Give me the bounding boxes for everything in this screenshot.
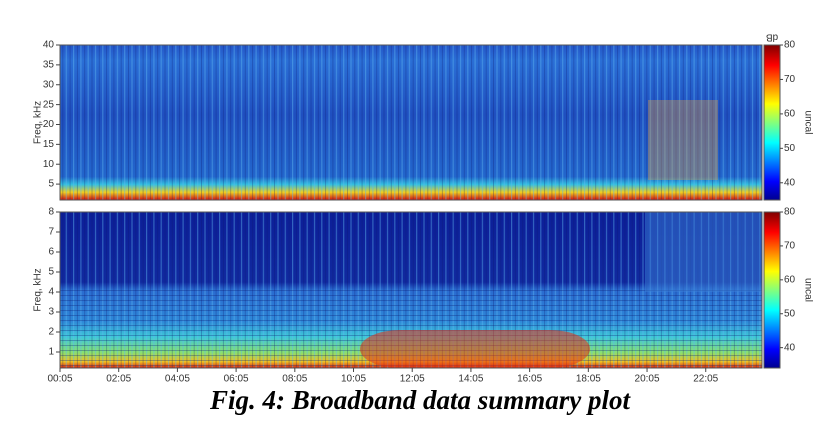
y-tick-label: 25 [43,99,55,110]
x-tick-label: 06:05 [224,374,249,385]
y-tick-label: 30 [43,79,55,90]
y-tick-label: 40 [43,40,55,51]
colorbar-label: uncal [802,111,813,135]
colorbar-tick-label: 50 [784,143,796,154]
spectrogram-burst [360,330,590,368]
x-tick-label: 22:05 [693,374,718,385]
y-tick-label: 15 [43,139,55,150]
caption: Fig. 4: Broadband data summary plot [209,385,632,415]
y-tick-label: 6 [48,247,54,258]
colorbar-tick-label: 40 [784,177,796,188]
x-tick-label: 00:05 [47,374,72,385]
y-tick-label: 3 [48,307,54,318]
y-tick-label: 5 [48,267,54,278]
colorbar-label: uncal [802,278,813,302]
x-tick-label: 18:05 [576,374,601,385]
colorbar-tick-label: 60 [784,274,796,285]
colorbar-tick-label: 50 [784,308,796,319]
x-tick-label: 20:05 [635,374,660,385]
x-tick-label: 12:05 [400,374,425,385]
y-axis-label: Freq, kHz [33,101,44,144]
y-tick-label: 35 [43,60,55,71]
y-tick-label: 7 [48,227,54,238]
x-tick-label: 10:05 [341,374,366,385]
colorbar-tick-label: 80 [784,40,796,51]
x-tick-label: 08:05 [282,374,307,385]
y-tick-label: 5 [48,179,54,190]
y-tick-label: 2 [48,327,54,338]
colorbar [764,45,780,200]
figure: Fig. 4: Broadband data summary plot 5 10 1… [0,0,832,422]
colorbar-title: dB [766,31,779,42]
y-tick-label: 8 [48,207,54,218]
colorbar [764,212,780,368]
y-tick-label: 10 [43,159,55,170]
colorbar-tick-label: 70 [784,74,796,85]
y-tick-label: 4 [48,287,54,298]
x-tick-label: 16:05 [517,374,542,385]
x-tick-label: 02:05 [106,374,131,385]
spectrogram-burst [648,100,718,180]
colorbar-tick-label: 40 [784,342,796,353]
spectrogram-burst [645,212,762,292]
colorbar-tick-label: 60 [784,109,796,120]
colorbar-tick-label: 80 [784,207,796,218]
x-tick-label: 04:05 [165,374,190,385]
y-tick-label: 1 [48,347,54,358]
y-tick-label: 20 [43,119,55,130]
x-tick-label: 14:05 [458,374,483,385]
colorbar-tick-label: 70 [784,241,796,252]
y-axis-label: Freq, kHz [33,268,44,311]
